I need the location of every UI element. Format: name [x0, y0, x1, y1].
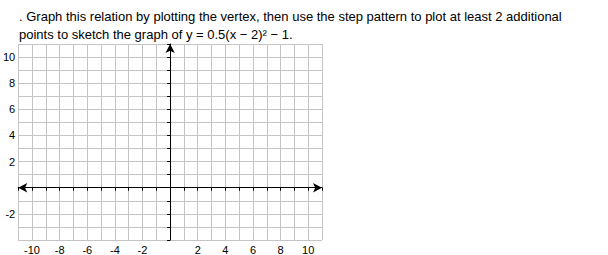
svg-text:-10: -10: [24, 244, 40, 255]
svg-text:-4: -4: [110, 244, 120, 255]
svg-text:-6: -6: [82, 244, 92, 255]
svg-text:2: 2: [9, 156, 15, 168]
svg-text:6: 6: [9, 103, 15, 115]
svg-text:6: 6: [250, 244, 256, 255]
svg-text:10: 10: [3, 51, 15, 63]
svg-text:points to sketch the graph of: points to sketch the graph of y = 0.5(x …: [19, 27, 293, 42]
svg-text:8: 8: [9, 77, 15, 89]
svg-text:4: 4: [9, 129, 15, 141]
svg-text:8: 8: [278, 244, 284, 255]
svg-text:2: 2: [195, 244, 201, 255]
svg-text:4: 4: [222, 244, 228, 255]
svg-text:-2: -2: [138, 244, 148, 255]
svg-text:-8: -8: [55, 244, 65, 255]
svg-text:. Graph this relation by plott: . Graph this relation by plotting the ve…: [19, 9, 562, 24]
svg-text:10: 10: [302, 244, 314, 255]
svg-text:-2: -2: [5, 208, 15, 220]
